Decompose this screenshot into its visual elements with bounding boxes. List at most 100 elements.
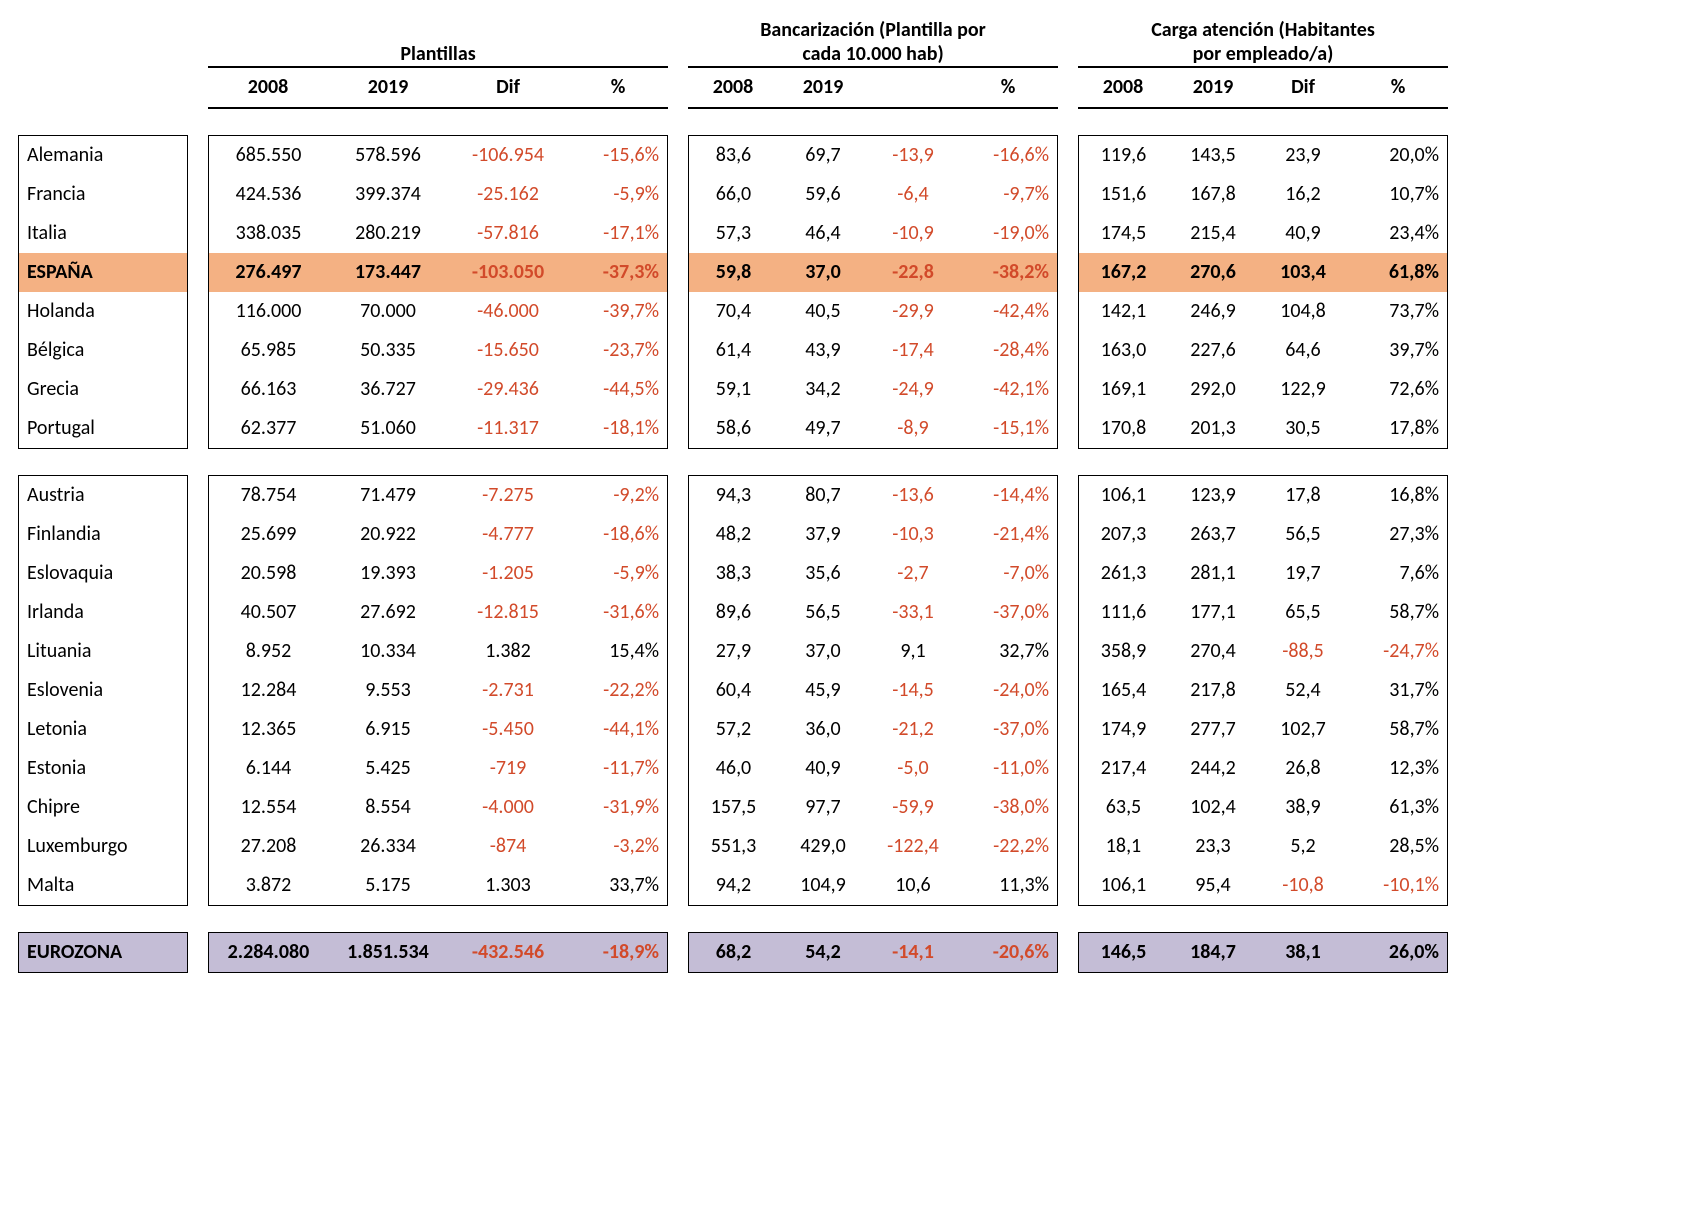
table-row: Holanda116.00070.000-46.000-39,7%70,440,… [18, 292, 1688, 331]
cell-pd: -432.546 [448, 932, 568, 973]
table-row: Francia424.536399.374-25.162-5,9%66,059,… [18, 175, 1688, 214]
cell-b1: 551,3 [688, 827, 778, 866]
cell-c2: 184,7 [1168, 932, 1258, 973]
cell-bd: -21,2 [868, 710, 958, 749]
cell-pd: -5.450 [448, 710, 568, 749]
country-name: Bélgica [18, 331, 188, 370]
table-row: Eslovaquia20.59819.393-1.205-5,9%38,335,… [18, 554, 1688, 593]
cell-p1: 12.554 [208, 788, 328, 827]
cell-c1: 111,6 [1078, 593, 1168, 632]
cell-pp: -17,1% [568, 214, 668, 253]
cell-c1: 106,1 [1078, 866, 1168, 906]
cell-pp: -18,1% [568, 409, 668, 449]
cell-b2: 36,0 [778, 710, 868, 749]
cell-pp: -18,9% [568, 932, 668, 973]
cell-bp: -37,0% [958, 593, 1058, 632]
cell-cd: 23,9 [1258, 135, 1348, 175]
cell-p1: 276.497 [208, 253, 328, 292]
cell-pd: 1.303 [448, 866, 568, 906]
banking-comparison-table: Bancarización (Plantilla por Carga atenc… [18, 18, 1688, 973]
cell-p2: 280.219 [328, 214, 448, 253]
cell-p2: 399.374 [328, 175, 448, 214]
cell-b2: 49,7 [778, 409, 868, 449]
cell-b2: 104,9 [778, 866, 868, 906]
cell-pp: -22,2% [568, 671, 668, 710]
table-row: Chipre12.5548.554-4.000-31,9%157,597,7-5… [18, 788, 1688, 827]
cell-pd: -25.162 [448, 175, 568, 214]
cell-b1: 68,2 [688, 932, 778, 973]
country-name: Estonia [18, 749, 188, 788]
cell-p2: 5.175 [328, 866, 448, 906]
cell-bd: 10,6 [868, 866, 958, 906]
cell-cd: 26,8 [1258, 749, 1348, 788]
cell-p1: 424.536 [208, 175, 328, 214]
cell-pd: -12.815 [448, 593, 568, 632]
cell-c2: 167,8 [1168, 175, 1258, 214]
cell-p1: 27.208 [208, 827, 328, 866]
cell-cp: -10,1% [1348, 866, 1448, 906]
cell-bp: -28,4% [958, 331, 1058, 370]
cell-cp: 26,0% [1348, 932, 1448, 973]
cell-b1: 157,5 [688, 788, 778, 827]
cell-cp: -24,7% [1348, 632, 1448, 671]
cell-c1: 106,1 [1078, 475, 1168, 515]
cell-b2: 80,7 [778, 475, 868, 515]
cell-pp: -44,1% [568, 710, 668, 749]
cell-cp: 7,6% [1348, 554, 1448, 593]
cell-c1: 174,5 [1078, 214, 1168, 253]
cell-bp: -19,0% [958, 214, 1058, 253]
country-name: Alemania [18, 135, 188, 175]
cell-c1: 151,6 [1078, 175, 1168, 214]
cell-p1: 685.550 [208, 135, 328, 175]
cell-b1: 89,6 [688, 593, 778, 632]
cell-bp: -42,1% [958, 370, 1058, 409]
cell-pd: -1.205 [448, 554, 568, 593]
cell-bd: -10,9 [868, 214, 958, 253]
cell-b1: 60,4 [688, 671, 778, 710]
cell-c1: 167,2 [1078, 253, 1168, 292]
cell-c1: 217,4 [1078, 749, 1168, 788]
cell-cp: 17,8% [1348, 409, 1448, 449]
cell-bp: 32,7% [958, 632, 1058, 671]
cell-cd: -88,5 [1258, 632, 1348, 671]
cell-cd: 5,2 [1258, 827, 1348, 866]
cell-p1: 2.284.080 [208, 932, 328, 973]
cell-p2: 1.851.534 [328, 932, 448, 973]
cell-b1: 57,3 [688, 214, 778, 253]
cell-p1: 12.365 [208, 710, 328, 749]
cell-c2: 102,4 [1168, 788, 1258, 827]
cell-cp: 58,7% [1348, 710, 1448, 749]
table-row: Estonia6.1445.425-719-11,7%46,040,9-5,0-… [18, 749, 1688, 788]
cell-cd: 64,6 [1258, 331, 1348, 370]
cell-p1: 20.598 [208, 554, 328, 593]
country-name: Malta [18, 866, 188, 906]
country-name: ESPAÑA [18, 253, 188, 292]
cell-cd: 52,4 [1258, 671, 1348, 710]
cell-p1: 65.985 [208, 331, 328, 370]
cell-b1: 59,8 [688, 253, 778, 292]
cell-cp: 61,8% [1348, 253, 1448, 292]
cell-pd: -106.954 [448, 135, 568, 175]
cell-cp: 10,7% [1348, 175, 1448, 214]
cell-c1: 169,1 [1078, 370, 1168, 409]
cell-bd: -10,3 [868, 515, 958, 554]
cell-b2: 97,7 [778, 788, 868, 827]
cell-p2: 71.479 [328, 475, 448, 515]
table-row: EUROZONA2.284.0801.851.534-432.546-18,9%… [18, 932, 1688, 973]
country-name: Francia [18, 175, 188, 214]
cell-b1: 83,6 [688, 135, 778, 175]
cell-cd: 19,7 [1258, 554, 1348, 593]
cell-p2: 9.553 [328, 671, 448, 710]
cell-b2: 56,5 [778, 593, 868, 632]
cell-c2: 263,7 [1168, 515, 1258, 554]
cell-b1: 46,0 [688, 749, 778, 788]
col-plantillas-2008: 2008 [208, 68, 328, 109]
cell-bp: -24,0% [958, 671, 1058, 710]
cell-b2: 37,9 [778, 515, 868, 554]
table-row: Bélgica65.98550.335-15.650-23,7%61,443,9… [18, 331, 1688, 370]
cell-bp: 11,3% [958, 866, 1058, 906]
cell-p2: 26.334 [328, 827, 448, 866]
cell-pd: -874 [448, 827, 568, 866]
cell-c1: 146,5 [1078, 932, 1168, 973]
cell-pp: -9,2% [568, 475, 668, 515]
